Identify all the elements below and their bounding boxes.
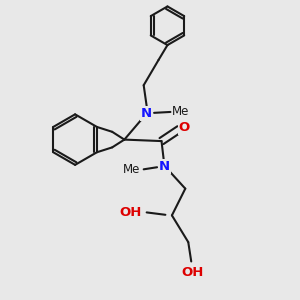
Text: OH: OH [120,206,142,219]
Text: N: N [159,160,170,173]
Text: Me: Me [172,106,189,118]
Text: N: N [141,107,152,120]
Text: O: O [178,121,189,134]
Text: OH: OH [182,266,204,279]
Text: Me: Me [123,163,141,176]
